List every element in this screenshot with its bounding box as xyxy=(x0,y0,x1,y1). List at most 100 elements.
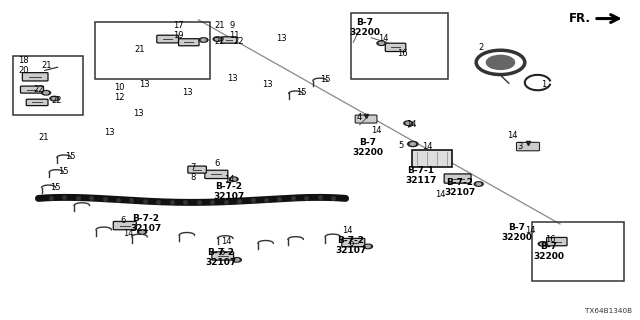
Text: 14: 14 xyxy=(342,226,353,235)
Text: 14: 14 xyxy=(221,237,231,246)
Text: B-7
32200: B-7 32200 xyxy=(502,223,532,243)
FancyBboxPatch shape xyxy=(355,115,377,123)
Text: 13: 13 xyxy=(227,74,238,83)
Bar xyxy=(13,56,83,115)
FancyBboxPatch shape xyxy=(547,237,567,246)
Text: 14: 14 xyxy=(371,126,381,135)
Text: 22: 22 xyxy=(33,85,44,94)
Circle shape xyxy=(50,96,59,101)
Text: B-7-2
32107: B-7-2 32107 xyxy=(131,214,161,233)
Circle shape xyxy=(538,242,547,246)
Text: B-7
32200: B-7 32200 xyxy=(349,18,380,37)
Text: B-7-2
32107: B-7-2 32107 xyxy=(335,236,366,255)
Circle shape xyxy=(42,91,51,95)
Text: 22: 22 xyxy=(234,37,244,46)
Circle shape xyxy=(366,245,370,248)
Text: 16: 16 xyxy=(397,49,408,58)
Text: 21: 21 xyxy=(134,45,145,54)
Text: 13: 13 xyxy=(276,34,287,43)
Text: 21: 21 xyxy=(38,133,49,142)
Text: 15: 15 xyxy=(58,167,68,176)
Bar xyxy=(95,22,210,79)
Text: 6: 6 xyxy=(349,239,354,248)
Text: B-7
32200: B-7 32200 xyxy=(353,138,383,157)
Text: 14: 14 xyxy=(435,190,445,199)
FancyBboxPatch shape xyxy=(516,142,540,151)
Text: 10
12: 10 12 xyxy=(114,84,124,102)
Text: 14: 14 xyxy=(507,132,517,140)
Text: 14: 14 xyxy=(224,175,234,184)
FancyBboxPatch shape xyxy=(113,221,136,230)
FancyBboxPatch shape xyxy=(179,39,199,46)
Text: 21: 21 xyxy=(42,61,52,70)
FancyBboxPatch shape xyxy=(385,43,406,52)
Text: 15: 15 xyxy=(65,152,76,161)
Circle shape xyxy=(406,122,411,124)
FancyBboxPatch shape xyxy=(188,166,206,173)
Text: 6: 6 xyxy=(214,159,220,168)
Text: B-7-2
32107: B-7-2 32107 xyxy=(205,248,236,267)
Circle shape xyxy=(201,39,206,41)
Circle shape xyxy=(379,42,384,44)
Circle shape xyxy=(377,41,386,45)
Circle shape xyxy=(234,259,239,261)
Text: 9
11: 9 11 xyxy=(229,21,239,40)
Text: 15: 15 xyxy=(296,88,306,97)
Text: 7
8: 7 8 xyxy=(191,164,196,182)
Text: 6: 6 xyxy=(120,216,125,225)
FancyBboxPatch shape xyxy=(20,86,44,93)
Circle shape xyxy=(474,182,483,186)
Text: 16: 16 xyxy=(545,235,556,244)
Text: 13: 13 xyxy=(140,80,150,89)
Text: 6: 6 xyxy=(219,248,224,257)
FancyBboxPatch shape xyxy=(221,37,237,43)
Text: 5: 5 xyxy=(398,141,403,150)
FancyBboxPatch shape xyxy=(212,252,234,260)
Text: 4: 4 xyxy=(357,113,362,122)
Circle shape xyxy=(140,231,145,233)
FancyBboxPatch shape xyxy=(26,99,48,106)
Circle shape xyxy=(138,230,147,234)
Text: 2: 2 xyxy=(479,43,484,52)
Circle shape xyxy=(410,143,415,145)
Circle shape xyxy=(476,183,481,185)
Text: TX64B1340B: TX64B1340B xyxy=(585,308,632,314)
FancyBboxPatch shape xyxy=(157,35,179,43)
Text: 15: 15 xyxy=(320,76,330,84)
Text: 13: 13 xyxy=(133,109,144,118)
Text: 22: 22 xyxy=(51,96,61,105)
Text: 14: 14 xyxy=(406,120,417,129)
Text: FR.: FR. xyxy=(569,12,591,25)
Circle shape xyxy=(215,38,220,40)
Text: 13: 13 xyxy=(104,128,115,137)
Text: 14: 14 xyxy=(123,229,133,238)
Text: 15: 15 xyxy=(50,183,60,192)
Circle shape xyxy=(213,37,222,41)
Circle shape xyxy=(486,55,515,69)
Text: 3: 3 xyxy=(517,142,522,151)
Bar xyxy=(532,222,624,281)
Circle shape xyxy=(232,178,236,180)
Text: 17
19: 17 19 xyxy=(173,21,184,40)
Text: 22: 22 xyxy=(214,37,225,46)
Circle shape xyxy=(229,177,238,181)
Circle shape xyxy=(52,97,57,100)
FancyBboxPatch shape xyxy=(444,174,471,183)
Text: 14: 14 xyxy=(378,34,388,43)
Circle shape xyxy=(44,92,49,94)
FancyBboxPatch shape xyxy=(412,150,452,167)
Text: B-7-2
32107: B-7-2 32107 xyxy=(444,178,475,197)
Circle shape xyxy=(404,121,413,125)
Text: 13: 13 xyxy=(262,80,273,89)
Circle shape xyxy=(408,141,418,147)
Text: 14: 14 xyxy=(525,226,535,235)
Circle shape xyxy=(199,38,208,42)
Text: 1: 1 xyxy=(541,80,546,89)
Text: B-7-1
32117: B-7-1 32117 xyxy=(405,166,437,186)
Text: 18
20: 18 20 xyxy=(18,56,29,75)
Circle shape xyxy=(364,244,372,249)
Bar xyxy=(351,13,448,79)
Circle shape xyxy=(540,243,545,245)
Text: 13: 13 xyxy=(182,88,193,97)
Text: B-7-2
32107: B-7-2 32107 xyxy=(214,182,244,202)
